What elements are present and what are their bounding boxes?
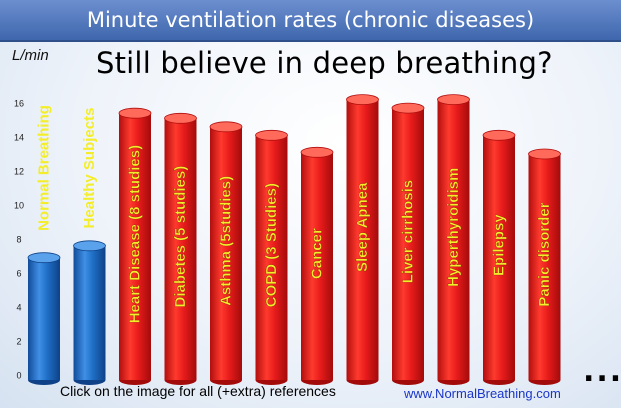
bar-cap xyxy=(346,94,379,105)
bar-cap xyxy=(255,129,288,141)
headline-text: Still believe in deep breathing? xyxy=(96,46,553,80)
bar-body xyxy=(210,126,242,380)
chart-title: Minute ventilation rates (chronic diseas… xyxy=(0,0,621,42)
y-tick-label: 10 xyxy=(14,201,24,211)
bar[interactable]: Asthma (5studies) xyxy=(209,121,243,385)
bar-body xyxy=(301,152,333,380)
y-tick-label: 6 xyxy=(16,269,21,279)
bar-cap xyxy=(482,129,516,141)
bar-body xyxy=(164,118,197,381)
bar-body xyxy=(346,99,379,380)
bar-category-label: Diabetes (5 studies) xyxy=(172,166,189,308)
bar-category-label: Normal Breathing xyxy=(36,105,53,231)
y-tick-label: 0 xyxy=(16,371,21,381)
bar-category-label: Epilepsy xyxy=(491,214,508,276)
bar-cap xyxy=(300,146,334,158)
bar-body xyxy=(483,135,515,380)
bar-body xyxy=(28,257,60,380)
bar-category-label: Asthma (5studies) xyxy=(218,176,235,306)
bar[interactable]: Diabetes (5 studies) xyxy=(164,112,197,385)
bar-cap xyxy=(209,121,243,133)
y-tick-label: 14 xyxy=(14,133,24,143)
bar[interactable]: Normal Breathing xyxy=(27,105,61,385)
bar[interactable]: Cancer xyxy=(300,146,334,385)
bar-category-label: Panic disorder xyxy=(536,202,553,306)
bar[interactable]: Healthy Subjects xyxy=(73,108,106,385)
references-note[interactable]: Click on the image for all (+extra) refe… xyxy=(60,383,336,399)
bar[interactable]: Liver cirrhosis xyxy=(391,102,425,385)
y-tick-label: 8 xyxy=(16,235,21,245)
bar-cap xyxy=(118,107,152,119)
bar-body xyxy=(255,135,288,380)
bar-category-label: Heart Disease (8 studies) xyxy=(127,145,144,323)
bar-cap xyxy=(27,252,61,264)
bar-body xyxy=(528,154,561,380)
more-ellipsis: ... xyxy=(583,354,621,389)
bar-body xyxy=(73,245,106,380)
bar-cap xyxy=(391,102,425,114)
bar-body xyxy=(392,108,424,380)
y-tick-label: 2 xyxy=(16,337,21,347)
bar[interactable]: Hyperthyroidism xyxy=(437,94,470,385)
y-tick-label: 16 xyxy=(14,99,24,109)
bar-category-label: Hyperthyroidism xyxy=(445,168,462,287)
y-tick-label: 12 xyxy=(14,167,24,177)
website-link[interactable]: www.NormalBreathing.com xyxy=(404,386,561,401)
y-axis-unit-label: L/min xyxy=(12,47,49,64)
bar-category-label: Cancer xyxy=(309,228,326,279)
bar-cap xyxy=(528,148,561,160)
bar-cap xyxy=(73,240,106,252)
bar[interactable]: Sleep Apnea xyxy=(346,94,379,385)
y-tick-label: 4 xyxy=(16,303,21,313)
bar-category-label: COPD (3 Studies) xyxy=(263,183,280,307)
bar-category-label: Liver cirrhosis xyxy=(400,180,417,283)
bar[interactable]: Heart Disease (8 studies) xyxy=(118,107,152,385)
bar[interactable]: Panic disorder xyxy=(528,148,561,385)
bar-category-label: Sleep Apnea xyxy=(354,182,371,272)
bar[interactable]: Epilepsy xyxy=(482,129,516,385)
bar-cap xyxy=(164,112,197,124)
bar-cap xyxy=(437,94,470,105)
bar-category-label: Healthy Subjects xyxy=(81,108,98,229)
bar-body xyxy=(119,113,151,380)
bar[interactable]: COPD (3 Studies) xyxy=(255,129,288,385)
bar-body xyxy=(437,99,470,380)
